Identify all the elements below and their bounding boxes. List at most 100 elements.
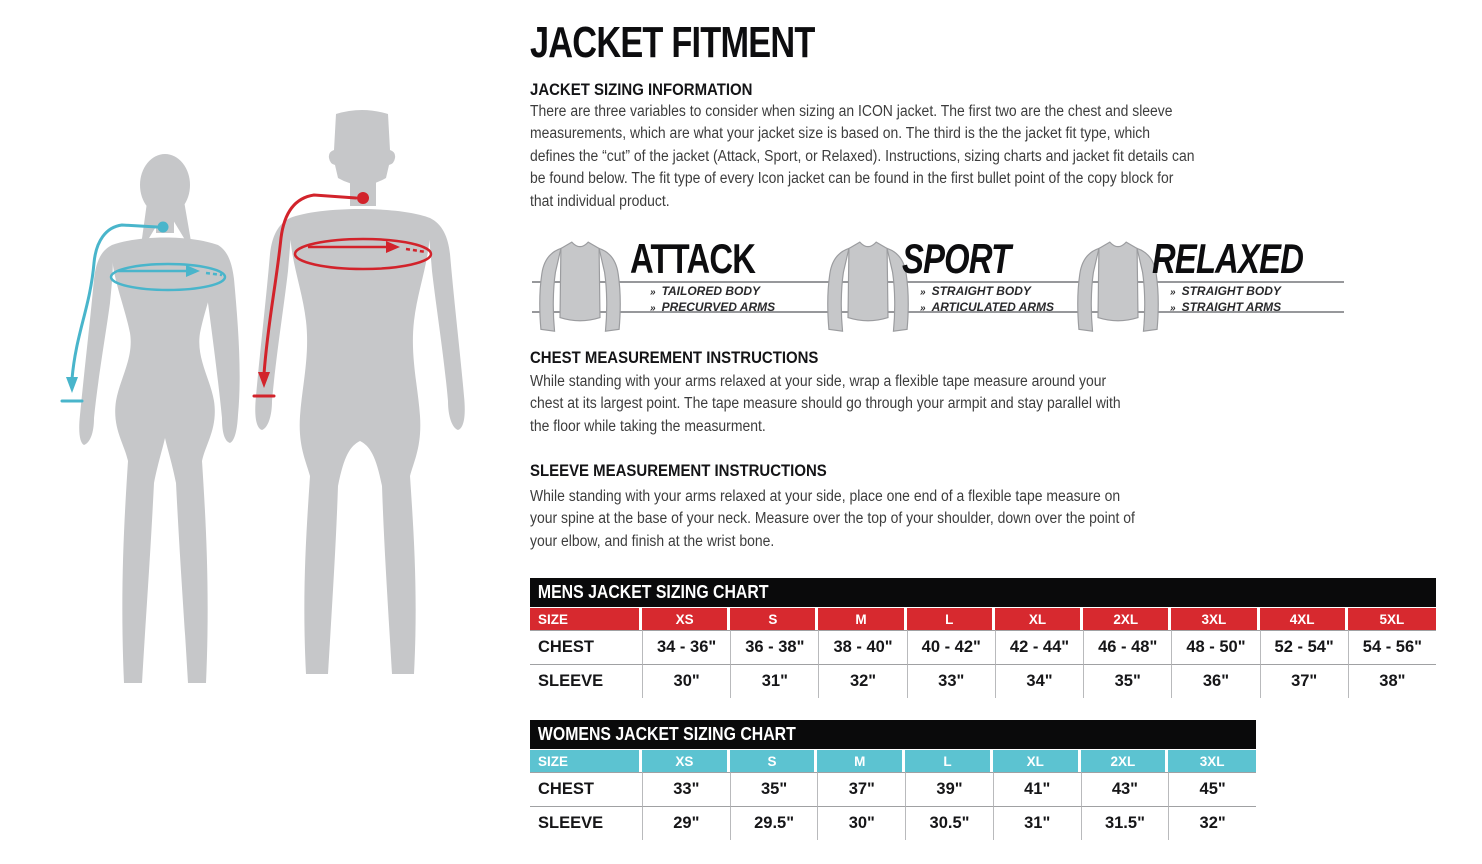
chest-value: 38 - 40" <box>818 630 907 664</box>
size-header: S <box>729 750 818 772</box>
size-header: 3XL <box>1168 750 1256 772</box>
row-label: SLEEVE <box>530 664 642 698</box>
male-sleeve-measure-arrow <box>252 192 369 398</box>
female-body <box>111 237 219 683</box>
size-header: 5XL <box>1347 608 1436 630</box>
chest-value: 52 - 54" <box>1259 630 1348 664</box>
male-left-arm <box>255 218 291 430</box>
fit-band-top-line <box>532 281 1344 283</box>
chevron-bullet-icon: » <box>650 303 656 314</box>
chest-value: 33" <box>642 772 730 806</box>
chest-value: 48 - 50" <box>1171 630 1260 664</box>
chest-value: 54 - 56" <box>1347 630 1436 664</box>
mens-chart-data: CHEST 34 - 36" 36 - 38" 38 - 40" 40 - 42… <box>530 630 1436 698</box>
size-header: XL <box>994 608 1084 630</box>
womens-sizing-chart: WOMENS JACKET SIZING CHART SIZE XS S M L… <box>530 720 1256 840</box>
sleeve-value: 33" <box>906 664 995 698</box>
size-header: S <box>730 608 819 630</box>
male-silhouette-icon <box>252 110 465 674</box>
chevron-bullet-icon: » <box>1170 303 1176 314</box>
row-label: CHEST <box>530 772 642 806</box>
mens-sizing-chart: MENS JACKET SIZING CHART SIZE XS S M L X… <box>530 578 1436 698</box>
page-title: JACKET FITMENT <box>530 18 815 67</box>
sleeve-value: 32" <box>818 664 907 698</box>
sleeve-value: 32" <box>1168 806 1256 840</box>
fit-type-sport-features: » STRAIGHT BODY » ARTICULATED ARMS <box>920 284 1054 314</box>
fit-type-relaxed-title: RELAXED <box>1152 235 1304 282</box>
womens-chart-title: WOMENS JACKET SIZING CHART <box>537 724 796 744</box>
mens-size-header-row: SIZE XS S M L XL 2XL 3XL 4XL 5XL <box>530 608 1436 630</box>
size-header: L <box>905 750 993 772</box>
chest-value: 45" <box>1168 772 1256 806</box>
male-head <box>328 110 396 185</box>
fit-band-bottom-line <box>532 311 1344 313</box>
sleeve-value: 31" <box>992 806 1081 840</box>
chest-value: 43" <box>1080 772 1169 806</box>
sleeve-value: 35" <box>1083 664 1172 698</box>
sleeve-value: 38" <box>1347 664 1436 698</box>
chevron-bullet-icon: » <box>920 287 926 298</box>
fit-type-attack-title: ATTACK <box>630 235 756 282</box>
female-sleeve-measure-arrow <box>60 221 169 403</box>
size-header: 2XL <box>1083 608 1172 630</box>
female-right-arm <box>207 245 240 443</box>
fit-type-relaxed-features: » STRAIGHT BODY » STRAIGHT ARMS <box>1170 284 1282 314</box>
chest-value: 37" <box>817 772 906 806</box>
chevron-bullet-icon: » <box>920 303 926 314</box>
chest-value: 41" <box>992 772 1081 806</box>
chest-value: 42 - 44" <box>994 630 1084 664</box>
size-header: M <box>818 608 907 630</box>
chevron-bullet-icon: » <box>1170 287 1176 298</box>
sleeve-value: 34" <box>994 664 1084 698</box>
size-header: L <box>906 608 995 630</box>
chest-instructions-paragraph: While standing with your arms relaxed at… <box>530 373 1121 435</box>
sleeve-value: 30.5" <box>905 806 993 840</box>
male-body <box>289 209 431 674</box>
size-header: M <box>817 750 906 772</box>
chest-value: 46 - 48" <box>1083 630 1172 664</box>
size-header: 4XL <box>1259 608 1348 630</box>
size-header: 3XL <box>1171 608 1260 630</box>
sleeve-value: 30" <box>817 806 906 840</box>
female-left-arm <box>79 245 113 445</box>
size-header: XS <box>642 750 730 772</box>
fit-type-attack-features: » TAILORED BODY » PRECURVED ARMS <box>650 284 776 314</box>
womens-chart-title-bar: WOMENS JACKET SIZING CHART <box>530 720 1256 749</box>
womens-size-header-row: SIZE XS S M L XL 2XL 3XL <box>530 750 1256 772</box>
size-col-header: SIZE <box>530 608 642 630</box>
male-right-arm <box>429 218 465 430</box>
male-chest-measure-ellipse <box>293 237 433 271</box>
size-header: XL <box>992 750 1081 772</box>
fit-type-sport-title: SPORT <box>902 235 1011 282</box>
sleeve-value: 29.5" <box>729 806 818 840</box>
sleeve-instructions-heading: SLEEVE MEASUREMENT INSTRUCTIONS <box>530 461 827 480</box>
sleeve-value: 37" <box>1259 664 1348 698</box>
mens-chart-title-bar: MENS JACKET SIZING CHART <box>530 578 1436 607</box>
chevron-bullet-icon: » <box>650 287 656 298</box>
chest-value: 40 - 42" <box>906 630 995 664</box>
chest-value: 39" <box>905 772 993 806</box>
sleeve-value: 31.5" <box>1080 806 1169 840</box>
female-chest-measure-ellipse <box>109 262 227 292</box>
mens-chart-title: MENS JACKET SIZING CHART <box>537 582 769 602</box>
chest-value: 34 - 36" <box>642 630 731 664</box>
size-header: 2XL <box>1080 750 1169 772</box>
sleeve-value: 36" <box>1171 664 1260 698</box>
row-label: SLEEVE <box>530 806 642 840</box>
chest-value: 36 - 38" <box>730 630 819 664</box>
size-header: XS <box>642 608 731 630</box>
chest-value: 35" <box>729 772 818 806</box>
sleeve-value: 31" <box>730 664 819 698</box>
chest-instructions-heading: CHEST MEASUREMENT INSTRUCTIONS <box>530 348 819 367</box>
sizing-info-heading: JACKET SIZING INFORMATION <box>530 80 753 99</box>
size-col-header: SIZE <box>530 750 642 772</box>
sleeve-value: 29" <box>642 806 730 840</box>
womens-chart-data: CHEST 33" 35" 37" 39" 41" 43" 45" SLEEVE… <box>530 772 1256 840</box>
female-silhouette-icon <box>60 154 240 683</box>
sleeve-value: 30" <box>642 664 731 698</box>
sleeve-instructions-paragraph: While standing with your arms relaxed at… <box>530 488 1135 550</box>
jacket-icon <box>539 241 621 332</box>
sizing-info-paragraph: There are three variables to consider wh… <box>530 103 1195 210</box>
row-label: CHEST <box>530 630 642 664</box>
